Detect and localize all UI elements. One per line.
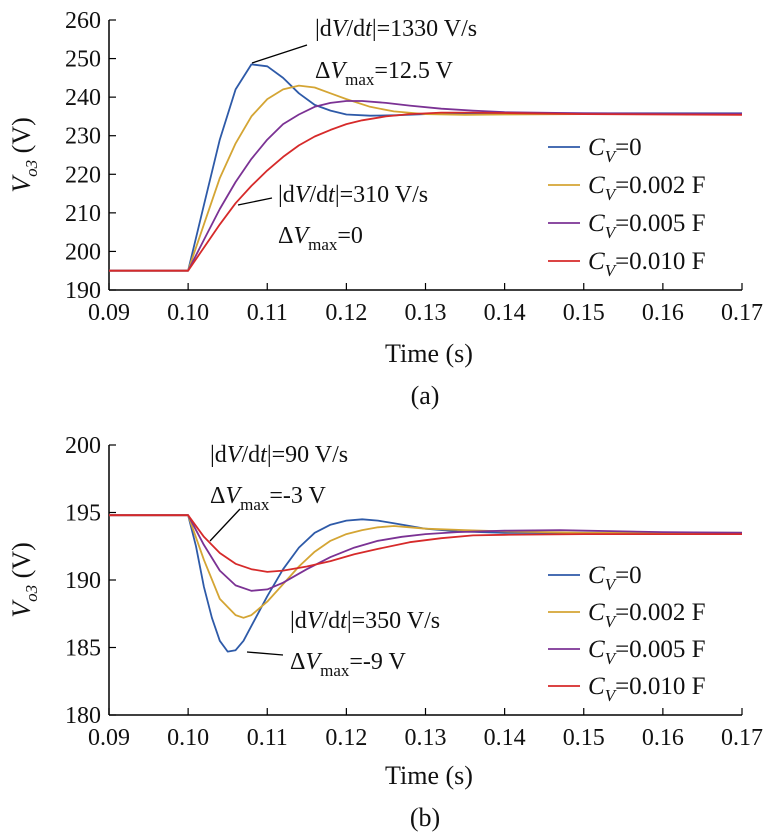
y-tick-label: 185 [65, 636, 101, 662]
y-tick-label: 250 [65, 47, 101, 73]
legend-label: CV=0.010 F [588, 248, 706, 280]
series-line [109, 514, 742, 653]
x-tick-label: 0.16 [642, 300, 684, 326]
x-tick-label: 0.10 [167, 300, 209, 326]
x-tick-label: 0.11 [247, 300, 288, 326]
x-axis-title-a: Time (s) [385, 339, 473, 368]
x-tick-label: 0.13 [405, 725, 447, 751]
annotation-delta: ΔVmax=-3 V [210, 483, 326, 514]
annotation-leader [246, 651, 284, 656]
legend-label: CV=0.005 F [588, 636, 706, 668]
x-tick-label: 0.17 [721, 300, 763, 326]
y-tick-label: 200 [65, 239, 101, 265]
caption-b: (b) [410, 803, 440, 832]
y-tick-label: 230 [65, 124, 101, 150]
x-tick-label: 0.16 [642, 725, 684, 751]
annotation-rate: |dV/dt|=1330 V/s [315, 16, 477, 42]
legend-label: CV=0.002 F [588, 172, 706, 204]
y-axis-title: Vo3 (V) [7, 117, 41, 192]
legend-label: CV=0 [588, 134, 642, 166]
y-tick-label: 190 [65, 568, 101, 594]
legend-label: CV=0.002 F [588, 599, 706, 631]
series-line [109, 514, 743, 592]
y-tick-label: 210 [65, 201, 101, 227]
x-tick-label: 0.09 [88, 725, 130, 751]
y-tick-label: 200 [65, 433, 101, 459]
x-tick-label: 0.12 [325, 725, 367, 751]
x-tick-label: 0.12 [325, 300, 367, 326]
annotation-rate: |dV/dt|=310 V/s [278, 182, 428, 208]
x-tick-label: 0.13 [405, 300, 447, 326]
annotation-leader [237, 197, 273, 206]
legend-label: CV=0.010 F [588, 673, 706, 705]
x-tick-label: 0.15 [563, 725, 605, 751]
series-line [109, 111, 743, 272]
x-tick-label: 0.17 [721, 725, 763, 751]
x-tick-label: 0.15 [563, 300, 605, 326]
y-tick-label: 190 [65, 278, 101, 304]
y-axis-title: Vo3 (V) [7, 542, 41, 617]
legend-label: CV=0.005 F [588, 210, 706, 242]
annotation-rate: |dV/dt|=350 V/s [290, 608, 440, 634]
legend-label: CV=0 [588, 562, 642, 594]
x-tick-label: 0.14 [484, 725, 526, 751]
series-line [109, 514, 742, 619]
legend-a: CV=0 CV=0.002 F CV=0.005 F CV=0.010 F [548, 134, 706, 280]
panel-b: 0.09 0.10 0.11 0.12 0.13 0.14 0.15 0.16 0.17 180 1… [7, 433, 763, 751]
annotation-delta: ΔVmax=-9 V [290, 649, 406, 680]
series-line [109, 84, 742, 272]
x-tick-label: 0.09 [88, 300, 130, 326]
annotation-leader [209, 508, 241, 542]
y-tick-label: 260 [65, 8, 101, 34]
annotation-leader [251, 44, 308, 64]
annotation-rate: |dV/dt|=90 V/s [210, 442, 348, 468]
caption-a: (a) [411, 381, 440, 410]
legend-b: CV=0 CV=0.002 F CV=0.005 F CV=0.010 F [548, 562, 706, 705]
series-line [109, 514, 742, 573]
annotation-delta: ΔVmax=12.5 V [315, 58, 453, 89]
x-tick-label: 0.10 [167, 725, 209, 751]
y-tick-label: 180 [65, 703, 101, 729]
y-tick-label: 220 [65, 162, 101, 188]
y-tick-label: 195 [65, 501, 101, 527]
x-axis-title-b: Time (s) [385, 761, 473, 790]
x-tick-label: 0.14 [484, 300, 526, 326]
x-tick-label: 0.11 [247, 725, 288, 751]
annotation-delta: ΔVmax=0 [278, 223, 363, 254]
series-line [109, 100, 742, 272]
panel-a: 0.09 0.10 0.11 0.12 0.13 0.14 0.15 0.16 0.17 190 2… [7, 8, 763, 326]
y-tick-label: 240 [65, 85, 101, 111]
